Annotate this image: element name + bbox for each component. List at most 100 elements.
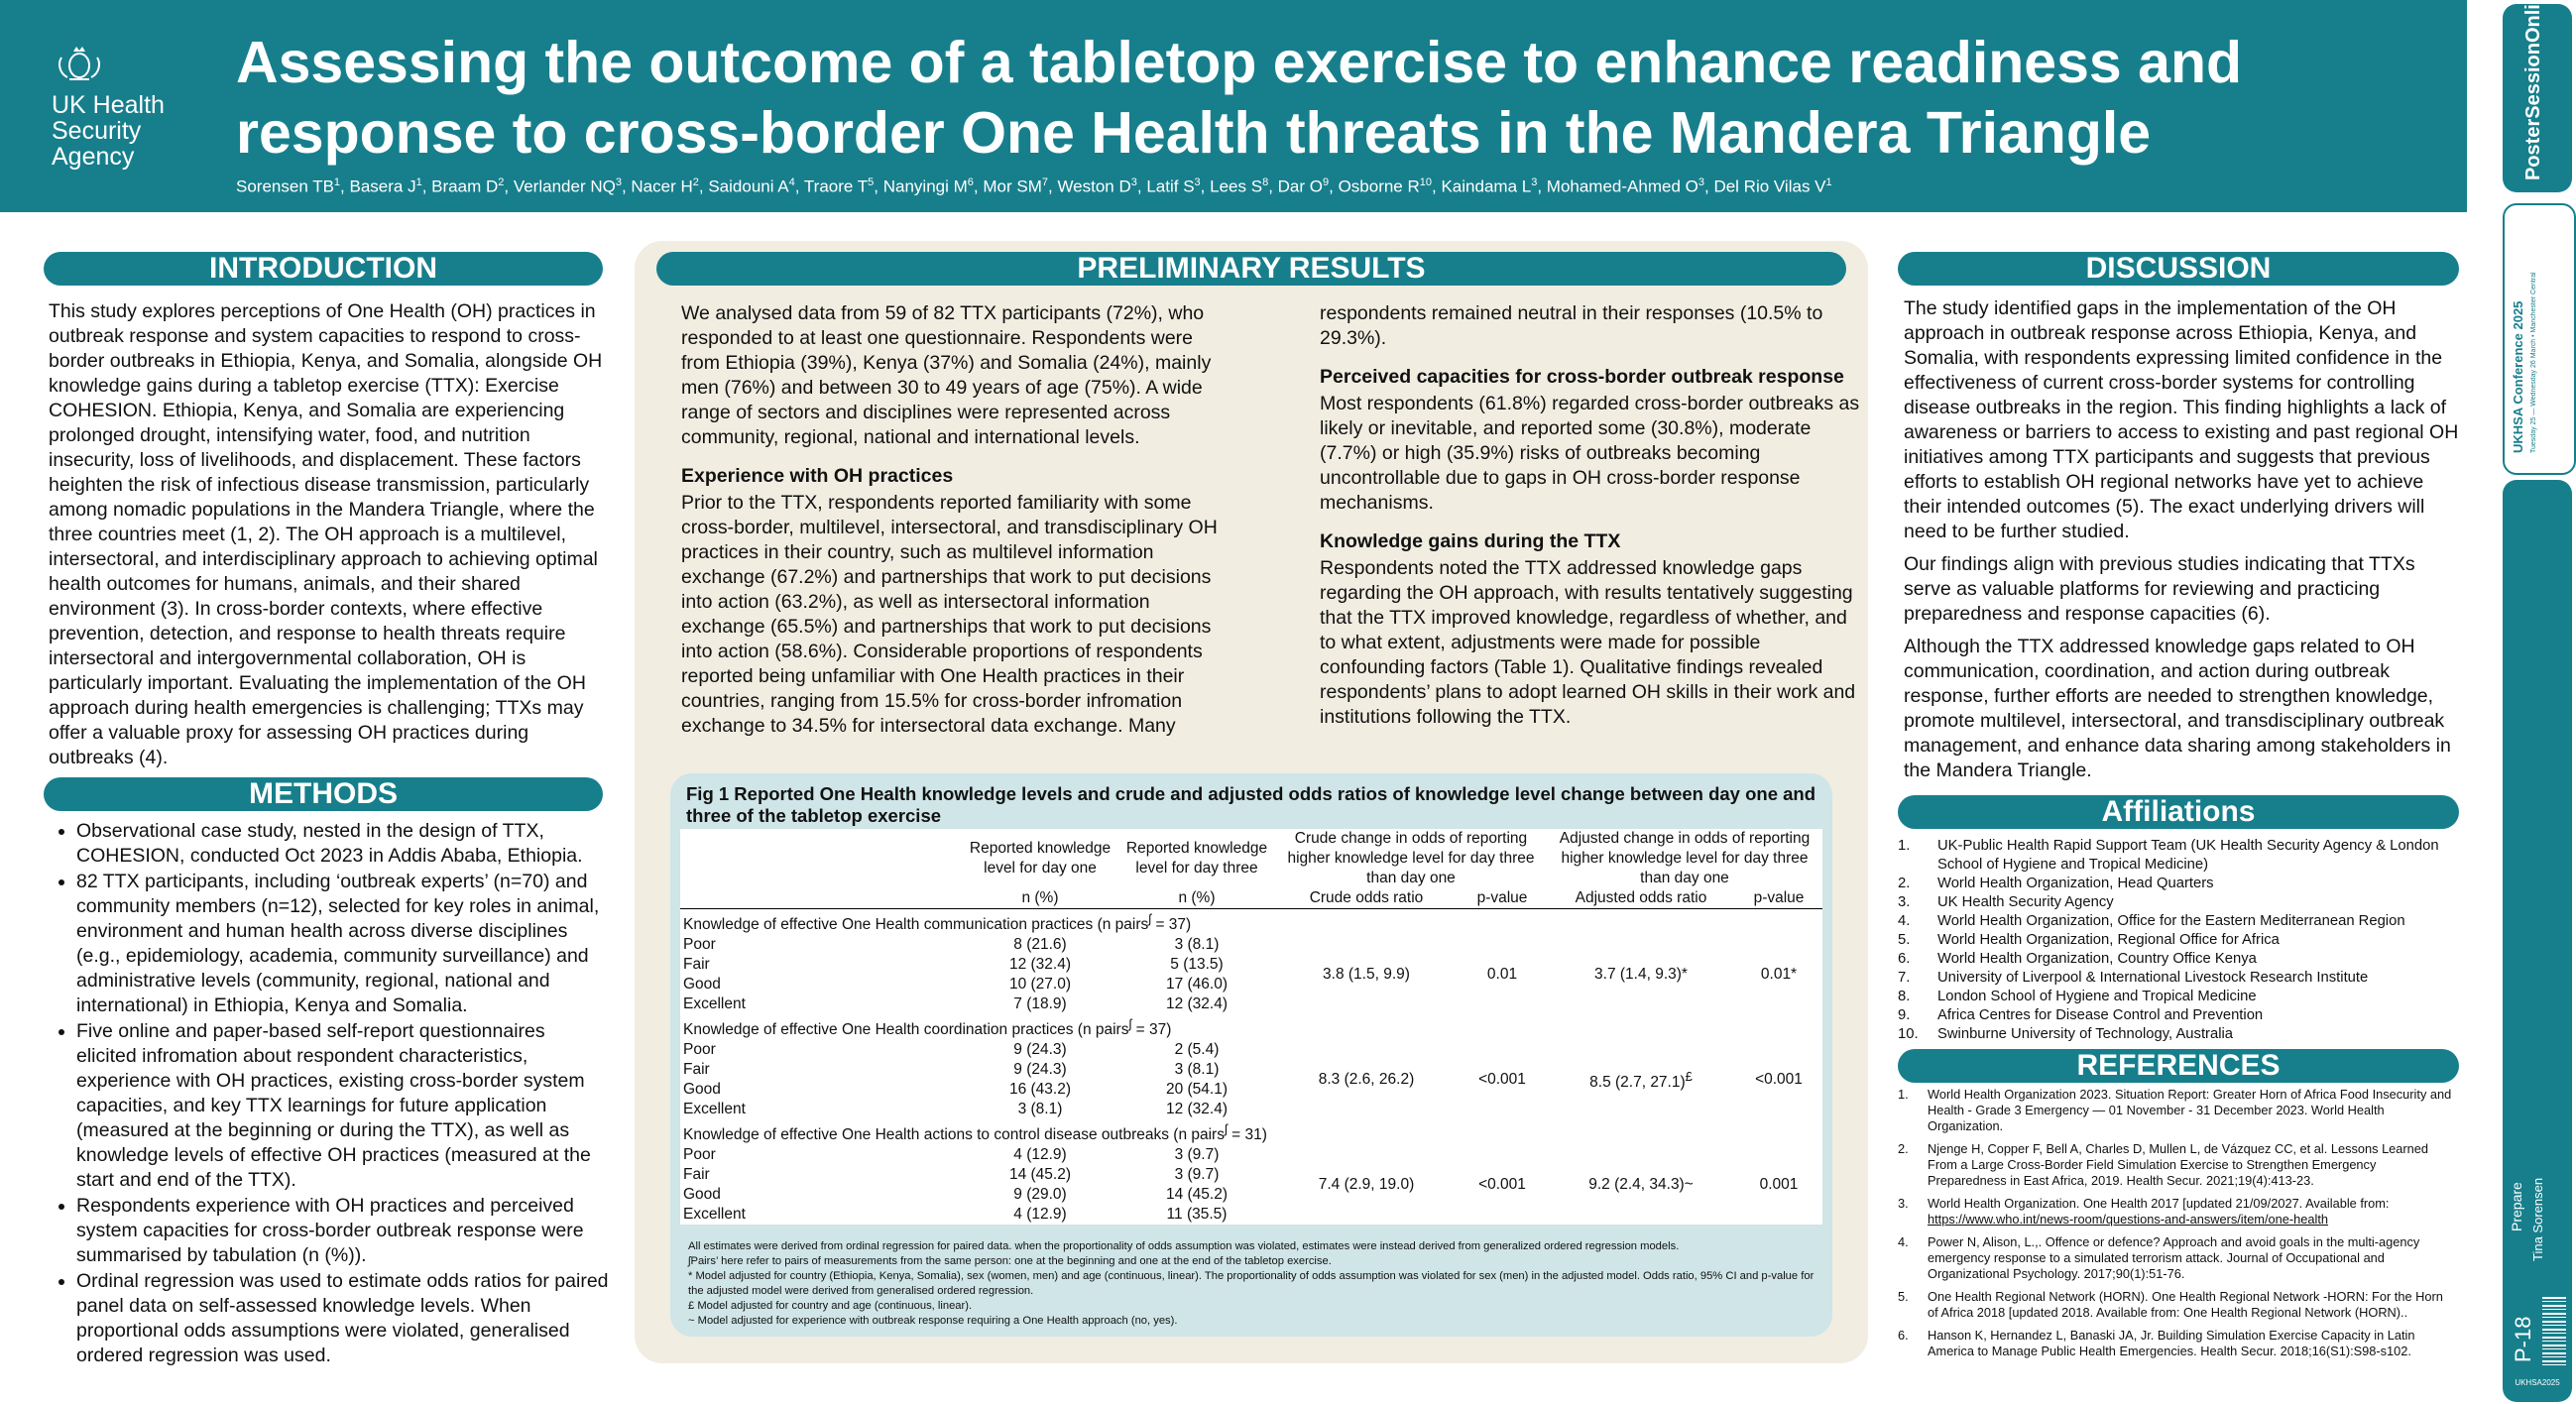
day-one-value: 4 (12.9) [1013,1146,1067,1164]
day-three-value: 3 (8.1) [1174,1061,1220,1079]
ukhsa-logo: UK Health Security Agency [52,44,165,170]
affiliation-item: 1. UK-Public Health Rapid Support Team (U… [1898,837,2453,875]
affiliation-number: 1. [1898,838,1911,854]
affiliation-number: 6. [1898,951,1911,967]
day-three-value: 3 (9.7) [1174,1166,1220,1184]
row-label: Fair [683,1061,710,1079]
day-three-value: 17 (46.0) [1165,976,1229,994]
affiliation-text: London School of Hygiene and Tropical Me… [1937,989,2257,1004]
section-title-footnote-mark: ʃ [1128,1016,1132,1032]
day-one-value: 3 (8.1) [1017,1101,1063,1118]
references-list: 1. World Health Organization 2023. Situat… [1898,1087,2453,1366]
methods-bullet: 82 TTX participants, including ‘outbreak… [76,870,610,1018]
table-row: Excellent 7 (18.9) 12 (32.4) [680,994,1822,1014]
day-three-value: 11 (35.5) [1166,1206,1228,1224]
methods-bullet: Respondents experience with OH practices… [76,1194,610,1268]
affiliation-number: 3. [1898,894,1911,910]
results-intro: We analysed data from 59 of 82 TTX parti… [681,302,1212,448]
methods-heading: METHODS [44,777,603,811]
barcode-icon [2542,1297,2566,1366]
author-affiliation-number: 5 [868,176,875,188]
reference-link[interactable]: https://www.who.int/news-room/questions-… [1928,1212,2329,1227]
reference-number: 5. [1898,1289,1909,1304]
author-name: Nacer H [631,176,693,196]
subheader-p-value: p-value [1735,888,1822,909]
table-row: Poor 9 (24.3) 2 (5.4) 8.3 (2.6, 26.2) <0.001… [680,1040,1822,1091]
crude-odds-ratio: 8.3 (2.6, 26.2) [1318,1071,1415,1089]
reference-number: 6. [1898,1328,1909,1343]
title-line-1: Assessing the outcome of a tabletop exer… [236,30,2243,95]
reference-text: Hanson K, Hernandez L, Banaski JA, Jr. B… [1928,1328,2415,1358]
author-affiliation-number: 1 [333,176,341,188]
affiliation-number: 10. [1898,1026,1919,1042]
table-header-row: Reported knowledge level for day one Rep… [680,829,1822,888]
adjusted-footnote-mark: £ [1685,1069,1693,1085]
author-name: Braam D [431,176,499,196]
row-label: Good [683,976,721,994]
discussion-paragraph: Although the TTX addressed knowledge gap… [1904,636,2451,781]
crude-p-value: <0.001 [1478,1176,1526,1194]
author-name: Verlander NQ [513,176,616,196]
subheader-p-value: p-value [1458,888,1547,909]
author-affiliation-number: 10 [1419,176,1433,188]
author-name: Sorensen TB [236,176,334,196]
introduction-heading: INTRODUCTION [44,252,603,286]
reference-text: World Health Organization 2023. Situatio… [1928,1087,2452,1133]
experience-text: Prior to the TTX, respondents reported f… [681,492,1218,737]
table-section-row: Knowledge of effective One Health action… [680,1119,1822,1145]
affiliations-list: 1. UK-Public Health Rapid Support Team (U… [1898,837,2453,1044]
poster-code: UKHSA2025 [2515,1378,2560,1387]
row-label: Excellent [683,1101,746,1118]
day-three-value: 20 (54.1) [1165,1081,1229,1099]
affiliation-number: 4. [1898,913,1911,929]
row-label: Good [683,1186,721,1204]
day-one-value: 8 (21.6) [1013,936,1067,954]
adjusted-odds-ratio: 8.5 (2.7, 27.1)£ [1589,1069,1693,1092]
adjusted-p-value: 0.001 [1759,1176,1799,1194]
reference-item: 1. World Health Organization 2023. Situat… [1898,1087,2453,1134]
table-section-row: Knowledge of effective One Health coordi… [680,1014,1822,1040]
section-title-footnote-mark: ʃ [1148,911,1152,926]
author-affiliation-number: 8 [1262,176,1269,188]
table-section-row: Knowledge of effective One Health commun… [680,909,1822,936]
footnote: ~ Model adjusted for experience with out… [688,1315,1178,1327]
author-affiliation-number: 3 [1194,176,1201,188]
reference-item: 6. Hanson K, Hernandez L, Banaski JA, Jr.… [1898,1328,2453,1359]
author-affiliation-number: 2 [692,176,699,188]
affiliation-item: 3. UK Health Security Agency [1898,893,2453,912]
author-affiliation-number: 6 [967,176,974,188]
crude-p-value: <0.001 [1478,1071,1526,1089]
conference-card: UKHSA Conference 2025 Tuesday 25 — Wedne… [2503,203,2576,475]
affiliation-item: 7. University of Liverpool & Internationa… [1898,969,2453,988]
section-title: Knowledge of effective One Health coordi… [683,1016,1172,1039]
author-affiliation-number: 2 [498,176,505,188]
day-three-value: 12 (32.4) [1165,1101,1229,1118]
logo-line-1: UK Health [52,91,165,119]
session-sidebar: PosterSessionOnline UKHSA Conference 202… [2467,0,2576,1404]
row-label: Good [683,1081,721,1099]
affiliations-heading: Affiliations [1898,795,2459,829]
logo-line-3: Agency [52,143,135,171]
results-table: Reported knowledge level for day one Rep… [680,829,1822,1226]
row-label: Poor [683,1041,716,1059]
col-header-day1: Reported knowledge level for day one [969,840,1112,877]
methods-bullet: Ordinal regression was used to estimate … [76,1269,610,1368]
day-three-value: 5 (13.5) [1170,956,1224,974]
table-row: Excellent 3 (8.1) 12 (32.4) [680,1100,1822,1119]
author-affiliation-number: 1 [1825,176,1832,188]
affiliation-number: 2. [1898,876,1911,891]
subheader-adj-or: Adjusted odds ratio [1547,888,1735,909]
reference-text: Njenge H, Copper F, Bell A, Charles D, M… [1928,1141,2429,1188]
table-row: Fair 9 (24.3) 3 (8.1) [680,1060,1822,1080]
affiliation-text: Africa Centres for Disease Control and P… [1937,1007,2264,1023]
author-name: Mohamed-Ahmed O [1546,176,1698,196]
figure-title: Fig 1 Reported One Health knowledge leve… [686,783,1816,826]
affiliation-item: 2. World Health Organization, Head Quarte… [1898,875,2453,893]
introduction-section: This study explores perceptions of One H… [49,299,610,778]
reference-item: 3. World Health Organization. One Health … [1898,1196,2453,1228]
methods-bullet: Five online and paper-based self-report … [76,1019,610,1193]
author-name: Del Rio Vilas V [1713,176,1826,196]
figure-footnotes: All estimates were derived from ordinal … [688,1239,1818,1329]
day-three-value: 12 (32.4) [1165,995,1229,1013]
section-title: Knowledge of effective One Health commun… [683,911,1192,934]
